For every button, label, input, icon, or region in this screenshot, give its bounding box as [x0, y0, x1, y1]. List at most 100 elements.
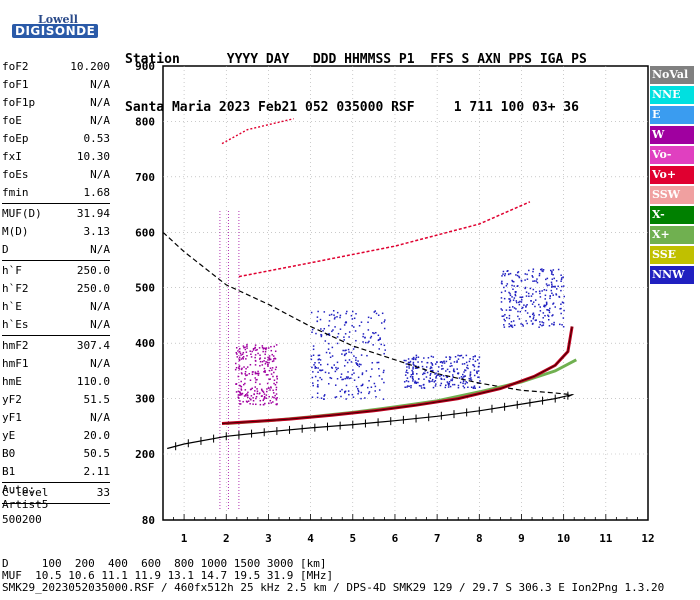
echo-dot	[501, 309, 503, 311]
echo-dot	[237, 396, 239, 398]
echo-dot	[268, 378, 270, 381]
echo-dot	[384, 349, 386, 351]
echo-dot	[422, 384, 425, 386]
echo-dot	[406, 377, 409, 379]
echo-dot	[358, 325, 361, 327]
echo-dot	[406, 385, 409, 387]
echo-dot	[451, 365, 453, 367]
echo-dot	[544, 314, 546, 317]
echo-dot	[519, 296, 521, 299]
param-value: 10.200	[70, 60, 110, 73]
echo-dot	[515, 274, 517, 276]
header-labels: Station YYYY DAY DDD HHMMSS P1 FFS S AXN…	[125, 52, 587, 67]
echo-dot	[527, 292, 530, 295]
echo-dot	[473, 369, 476, 371]
dashed-profile	[162, 231, 575, 400]
legend: NoVal NNE E W Vo- Vo+ SSW X- X+ SSE NNW	[650, 66, 694, 286]
echo-dot	[532, 312, 535, 314]
echo-dot	[361, 384, 364, 387]
echo-dot	[254, 356, 256, 359]
echo-dot	[456, 361, 458, 363]
echo-dot	[445, 370, 447, 372]
echo-dot	[529, 315, 531, 318]
echo-dot	[262, 390, 264, 392]
echo-dot	[541, 321, 543, 323]
echo-dot	[442, 367, 444, 370]
echo-dot	[340, 395, 342, 398]
echo-dot	[478, 386, 481, 388]
echo-dot	[326, 363, 329, 366]
echo-dot	[235, 351, 238, 354]
echo-dot	[463, 375, 466, 377]
echo-dot	[548, 284, 550, 286]
echo-dot	[239, 347, 241, 350]
footer-distance: D 100 200 400 600 800 1000 1500 3000 [km…	[2, 557, 327, 570]
echo-dot	[263, 393, 266, 395]
echo-dot	[335, 366, 337, 369]
echo-dot	[504, 273, 507, 275]
echo-dot	[350, 314, 353, 317]
echo-dot	[464, 369, 466, 371]
echo-dot	[346, 361, 349, 364]
echo-dot	[259, 399, 262, 402]
echo-dot	[438, 366, 440, 368]
echo-dot	[333, 318, 336, 320]
echo-dot	[348, 331, 351, 333]
x-tick-label: 7	[434, 532, 441, 545]
echo-dot	[434, 363, 437, 365]
echo-dot	[323, 311, 326, 313]
echo-dot	[509, 292, 511, 295]
echo-dot	[273, 345, 275, 348]
echo-dot	[412, 372, 414, 375]
echo-dot	[262, 350, 264, 353]
param-value: 250.0	[76, 282, 110, 295]
echo-dot	[409, 361, 411, 364]
echo-dot	[240, 386, 243, 388]
echo-dot	[270, 345, 272, 348]
echo-dot	[322, 330, 324, 332]
echo-dot	[336, 378, 339, 380]
echo-dot	[242, 356, 245, 358]
echo-dot	[423, 387, 426, 389]
echo-dot	[246, 345, 248, 348]
echo-dot	[448, 356, 451, 358]
param-row-foep: foEp 0.53	[2, 130, 110, 148]
echo-dot	[241, 367, 243, 370]
echo-dot	[323, 327, 326, 330]
echo-dot	[405, 371, 407, 373]
echo-dot	[445, 356, 447, 358]
param-row-fof1: foF1 N/A	[2, 76, 110, 94]
echo-dot	[237, 394, 240, 396]
echo-dot	[323, 398, 325, 400]
echo-dot	[259, 392, 261, 394]
echo-dot	[235, 391, 238, 393]
param-key: h`E	[2, 300, 22, 313]
echo-dot	[427, 357, 430, 359]
echo-dot	[249, 350, 251, 352]
echo-dot	[325, 351, 328, 354]
echo-dot	[451, 374, 454, 376]
echo-dot	[244, 389, 247, 391]
echo-dot	[236, 356, 239, 358]
echo-dot	[410, 386, 412, 389]
echo-dot	[336, 361, 339, 364]
second-hop-trace	[238, 201, 531, 278]
echo-dot	[430, 367, 433, 369]
echo-dot	[272, 401, 274, 403]
echo-dot	[238, 368, 241, 370]
legend-item-ssw: SSW	[650, 186, 694, 204]
y-tick-label: 600	[135, 226, 155, 239]
echo-dot	[264, 369, 266, 372]
echo-dot	[512, 320, 515, 322]
param-row-foes: foEs N/A	[2, 166, 110, 184]
echo-dot	[368, 380, 370, 382]
echo-dot	[454, 356, 457, 358]
echo-dot	[353, 372, 355, 374]
echo-dot	[500, 291, 503, 294]
param-value: N/A	[90, 96, 110, 109]
echo-dot	[378, 348, 380, 350]
echo-dot	[377, 314, 380, 316]
echo-dot	[450, 379, 452, 381]
solid-profile	[167, 394, 573, 450]
param-value: 0.53	[83, 132, 111, 145]
